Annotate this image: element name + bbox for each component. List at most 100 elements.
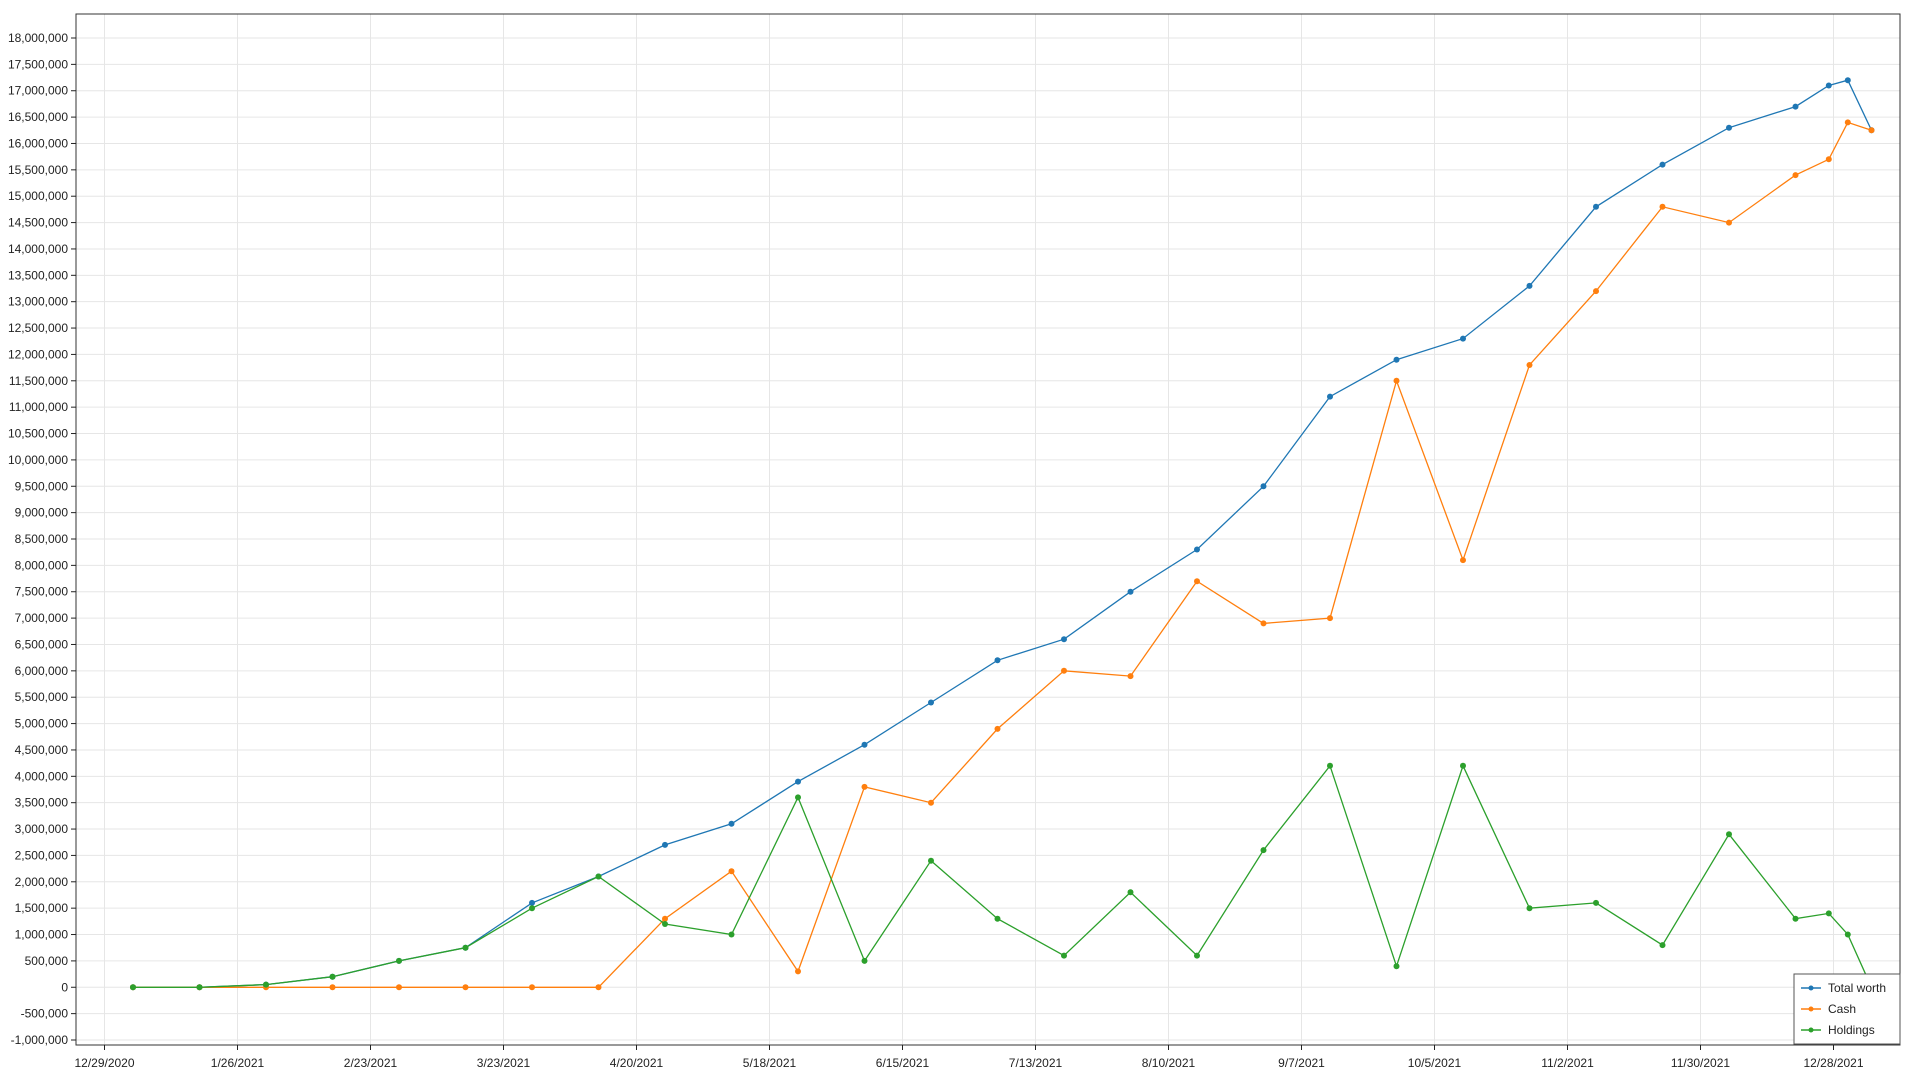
y-tick-label: 6,500,000 [15,637,69,651]
data-point-cash [1726,219,1732,226]
y-tick-label: 500,000 [25,954,69,968]
data-point-cash [1194,578,1200,585]
y-tick-label: 12,000,000 [8,347,68,361]
data-point-holdings [595,873,602,880]
y-tick-label: 11,500,000 [9,374,68,388]
data-point-holdings [329,973,336,980]
data-point-cash [1260,620,1267,627]
data-point-cash [1393,377,1400,384]
data-point-total-worth [1659,161,1666,168]
y-tick-label: 1,000,000 [15,928,69,942]
legend-label-holdings: Holdings [1828,1023,1875,1037]
data-point-holdings [662,921,668,927]
y-tick-label: 3,500,000 [15,796,69,810]
data-point-holdings [728,931,735,938]
data-point-holdings [1659,942,1666,949]
y-tick-label: 11,000,000 [9,400,68,414]
data-point-total-worth [1061,636,1067,643]
data-point-holdings [1460,762,1466,769]
y-tick-label: 17,000,000 [8,84,68,98]
y-tick-label: 17,500,000 [8,57,68,71]
y-tick-label: 7,500,000 [15,585,69,599]
x-tick-label: 3/23/2021 [477,1056,531,1070]
data-point-total-worth [1194,546,1200,553]
data-point-cash [1844,119,1851,126]
data-point-holdings [1393,963,1400,970]
data-point-cash [1061,667,1067,674]
x-tick-label: 9/7/2021 [1278,1056,1325,1070]
data-point-holdings [529,905,535,912]
data-point-holdings [196,984,203,991]
data-point-holdings [1726,831,1732,838]
data-point-holdings [1825,910,1832,917]
y-tick-label: 18,000,000 [8,31,68,45]
data-point-total-worth [662,841,668,848]
legend-marker-total-worth [1808,985,1814,991]
y-tick-label: 14,000,000 [8,242,68,256]
legend: Total worth Cash Holdings [1793,973,1901,1045]
y-tick-label: 1,500,000 [15,901,69,915]
legend-label-total-worth: Total worth [1828,981,1886,995]
data-point-cash [1127,673,1134,680]
y-tick-label: 3,000,000 [15,822,69,836]
y-tick-label: 13,500,000 [8,268,68,282]
data-point-cash [795,968,801,975]
data-point-cash [662,915,668,922]
y-tick-label: -1,000,000 [11,1033,69,1047]
y-tick-label: 5,500,000 [15,690,69,704]
legend-marker-cash [1808,1006,1814,1012]
data-point-total-worth [529,899,535,906]
y-tick-label: 2,000,000 [15,875,69,889]
data-point-holdings [396,957,402,964]
series-line-holdings [133,764,1873,988]
data-point-total-worth [1593,203,1599,210]
data-point-total-worth [1460,335,1466,342]
data-point-total-worth [1825,82,1832,89]
y-tick-label: 16,000,000 [8,136,68,150]
data-point-cash [1868,127,1875,134]
x-tick-label: 11/2/2021 [1541,1056,1594,1070]
legend-marker-holdings [1808,1027,1814,1033]
data-point-cash [728,868,735,875]
y-tick-label: 13,000,000 [8,295,68,309]
legend-label-cash: Cash [1828,1002,1856,1016]
data-point-holdings [1127,889,1134,896]
y-tick-label: 6,000,000 [15,664,69,678]
data-point-total-worth [994,657,1001,664]
data-point-cash [1526,362,1533,368]
y-tick-label: -500,000 [21,1007,69,1021]
y-tick-label: 12,500,000 [8,321,68,335]
series-cash [130,119,1875,991]
data-point-holdings [1593,899,1599,906]
data-point-total-worth [1393,356,1400,363]
x-tick-label: 6/15/2021 [876,1056,930,1070]
x-tick-label: 12/28/2021 [1803,1056,1863,1070]
data-point-total-worth [1526,282,1533,289]
data-point-total-worth [861,741,868,748]
data-point-cash [1659,203,1666,210]
x-tick-label: 12/29/2020 [74,1056,134,1070]
data-point-holdings [994,915,1001,922]
data-point-holdings [130,984,136,991]
y-tick-label: 15,000,000 [8,189,68,203]
data-point-holdings [462,944,469,951]
data-point-holdings [1526,905,1533,912]
data-point-holdings [861,957,868,964]
plot-area-border [75,13,1901,1046]
grid-lines [76,14,1900,1045]
data-point-cash [994,725,1001,732]
y-tick-label: 7,000,000 [15,611,69,625]
data-point-total-worth [1792,103,1799,110]
data-point-cash [1327,615,1333,622]
y-tick-label: 4,500,000 [15,743,69,757]
y-tick-label: 9,000,000 [15,506,69,520]
data-point-cash [529,984,535,991]
y-tick-label: 2,500,000 [15,848,69,862]
x-axis: 12/29/2020 1/26/2021 2/23/2021 3/23/2021 4/2… [74,1045,1864,1070]
y-axis: 18,000,000 17,500,000 17,000,000 16,500,000… [8,31,76,1047]
x-tick-label: 7/13/2021 [1009,1056,1063,1070]
data-point-cash [462,984,469,991]
data-point-cash [1460,557,1466,564]
series-group [130,77,1875,991]
